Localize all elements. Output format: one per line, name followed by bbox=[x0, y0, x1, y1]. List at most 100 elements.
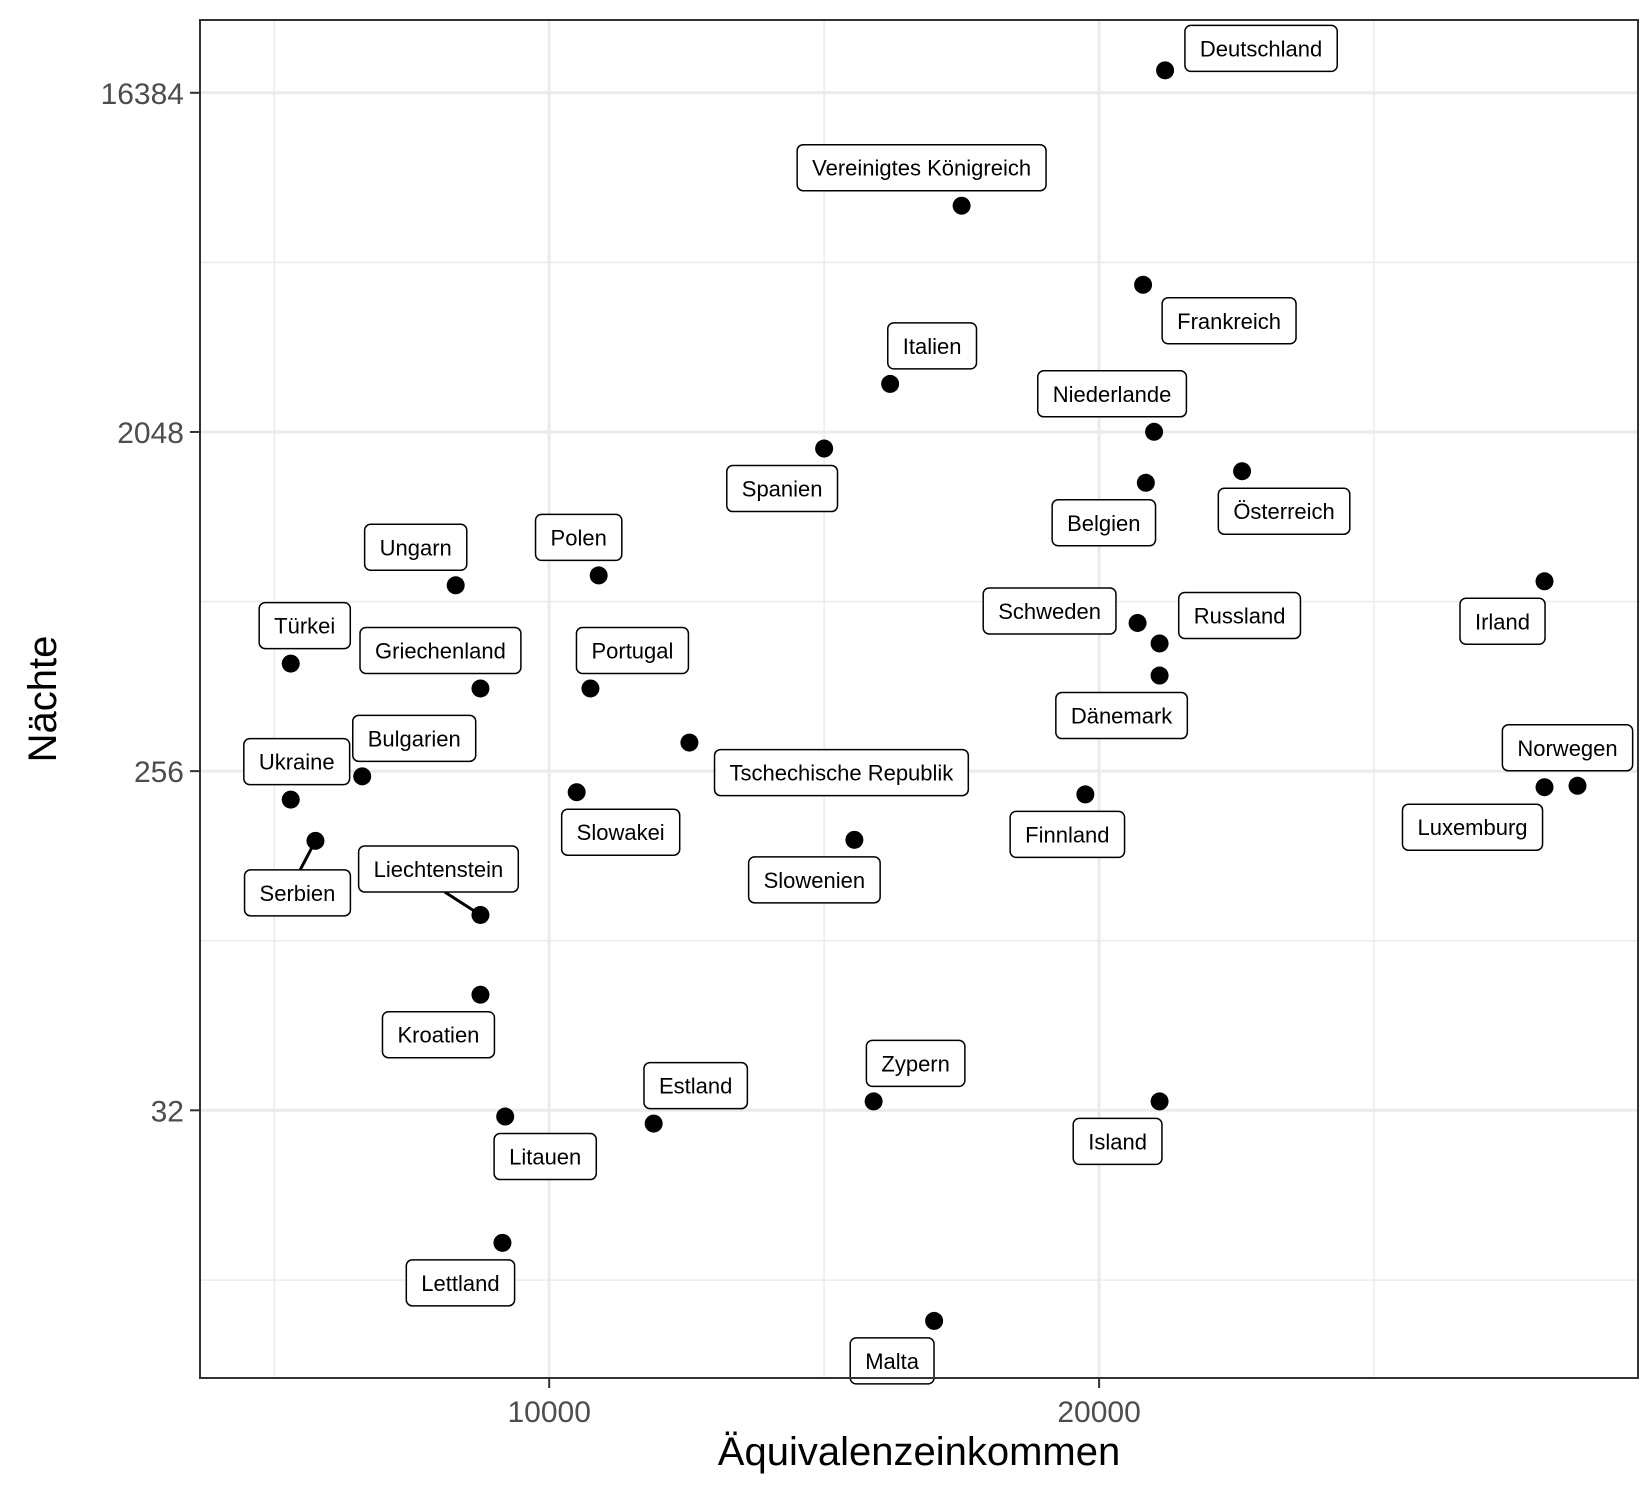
point-island bbox=[1150, 1092, 1169, 1111]
label-schweden: Schweden bbox=[982, 587, 1117, 635]
label-box-schweden bbox=[982, 587, 1117, 635]
label-box-ukraine bbox=[243, 737, 351, 786]
x-tick-label: 20000 bbox=[1057, 1396, 1140, 1429]
label-box-liechtenstein bbox=[357, 845, 520, 893]
label-finnland: Finnland bbox=[1009, 810, 1126, 859]
label-box-frankreich bbox=[1161, 297, 1297, 345]
point-daenemark bbox=[1150, 666, 1169, 685]
label-text-zypern: Zypern bbox=[881, 1051, 949, 1076]
point-kroatien bbox=[471, 985, 490, 1004]
point-russland bbox=[1150, 634, 1169, 653]
label-estland: Estland bbox=[643, 1061, 749, 1110]
label-niederlande: Niederlande bbox=[1037, 370, 1188, 418]
point-ukraine bbox=[281, 790, 300, 809]
label-text-portugal: Portugal bbox=[591, 638, 673, 663]
label-text-malta: Malta bbox=[865, 1349, 920, 1374]
label-box-oesterreich bbox=[1217, 487, 1351, 535]
point-spanien bbox=[815, 439, 834, 458]
point-deutschland bbox=[1156, 61, 1175, 80]
label-liechtenstein: Liechtenstein bbox=[357, 845, 520, 893]
label-text-niederlande: Niederlande bbox=[1053, 382, 1172, 407]
label-text-liechtenstein: Liechtenstein bbox=[374, 857, 504, 882]
label-text-russland: Russland bbox=[1194, 603, 1286, 628]
label-ungarn: Ungarn bbox=[363, 523, 468, 572]
point-frankreich bbox=[1134, 275, 1153, 294]
label-box-niederlande bbox=[1037, 370, 1188, 418]
label-text-ukraine: Ukraine bbox=[259, 750, 335, 775]
label-zypern: Zypern bbox=[865, 1039, 966, 1088]
point-vereinigtes-koenigreich bbox=[952, 196, 971, 215]
x-axis: 10000 20000 bbox=[507, 1378, 1141, 1429]
label-text-slowakei: Slowakei bbox=[577, 820, 665, 845]
point-niederlande bbox=[1145, 422, 1164, 441]
label-tuerkei: Türkei bbox=[258, 601, 352, 650]
label-text-schweden: Schweden bbox=[998, 599, 1101, 624]
label-box-tschechische-republik bbox=[713, 748, 970, 797]
label-box-malta bbox=[849, 1337, 935, 1385]
label-text-estland: Estland bbox=[659, 1074, 732, 1099]
point-serbien bbox=[306, 831, 325, 850]
point-slowakei bbox=[567, 783, 586, 802]
label-box-bulgarien bbox=[351, 714, 477, 763]
label-island: Island bbox=[1072, 1117, 1163, 1166]
label-text-tuerkei: Türkei bbox=[274, 614, 335, 639]
label-polen: Polen bbox=[534, 513, 623, 562]
point-irland bbox=[1535, 572, 1554, 591]
label-box-deutschland bbox=[1184, 24, 1338, 73]
point-oesterreich bbox=[1233, 462, 1252, 481]
point-lettland bbox=[493, 1233, 512, 1252]
x-axis-title: Äquivalenzeinkommen bbox=[718, 1430, 1120, 1474]
data-points bbox=[281, 61, 1587, 1330]
label-box-portugal bbox=[575, 626, 690, 675]
label-frankreich: Frankreich bbox=[1161, 297, 1297, 345]
label-box-spanien bbox=[726, 464, 839, 513]
point-ungarn bbox=[446, 576, 465, 595]
label-box-litauen bbox=[493, 1132, 598, 1181]
label-text-griechenland: Griechenland bbox=[375, 638, 506, 663]
y-axis-title: Nächte bbox=[21, 636, 65, 763]
label-litauen: Litauen bbox=[493, 1132, 598, 1181]
label-irland: Irland bbox=[1459, 597, 1546, 646]
label-text-spanien: Spanien bbox=[742, 477, 823, 502]
label-text-belgien: Belgien bbox=[1067, 511, 1140, 536]
label-belgien: Belgien bbox=[1051, 499, 1157, 547]
label-text-daenemark: Dänemark bbox=[1071, 704, 1173, 729]
y-tick-label: 2048 bbox=[117, 417, 184, 450]
label-spanien: Spanien bbox=[726, 464, 839, 513]
point-liechtenstein bbox=[471, 905, 490, 924]
label-malta: Malta bbox=[849, 1337, 935, 1385]
x-tick-label: 10000 bbox=[507, 1396, 590, 1429]
label-box-polen bbox=[534, 513, 623, 562]
label-box-zypern bbox=[865, 1039, 966, 1088]
label-ukraine: Ukraine bbox=[243, 737, 351, 786]
label-box-slowenien bbox=[747, 856, 881, 904]
label-text-slowenien: Slowenien bbox=[764, 868, 866, 893]
label-box-daenemark bbox=[1055, 691, 1189, 740]
label-text-tschechische-republik: Tschechische Republik bbox=[730, 761, 955, 786]
label-russland: Russland bbox=[1177, 591, 1302, 640]
label-box-vereinigtes-koenigreich bbox=[796, 143, 1047, 192]
label-text-norwegen: Norwegen bbox=[1517, 736, 1617, 761]
point-portugal bbox=[581, 679, 600, 698]
label-norwegen: Norwegen bbox=[1501, 724, 1634, 772]
point-griechenland bbox=[471, 679, 490, 698]
point-polen bbox=[589, 566, 608, 585]
label-box-italien bbox=[887, 322, 978, 370]
label-box-ungarn bbox=[363, 523, 468, 572]
label-portugal: Portugal bbox=[575, 626, 690, 675]
label-text-deutschland: Deutschland bbox=[1200, 36, 1322, 61]
label-text-ungarn: Ungarn bbox=[380, 535, 452, 560]
label-griechenland: Griechenland bbox=[359, 626, 522, 675]
panel-border bbox=[199, 19, 1639, 1379]
label-text-finnland: Finnland bbox=[1025, 822, 1109, 847]
label-tschechische-republik: Tschechische Republik bbox=[713, 748, 970, 797]
label-italien: Italien bbox=[887, 322, 978, 370]
label-text-oesterreich: Österreich bbox=[1233, 499, 1334, 524]
label-box-russland bbox=[1177, 591, 1302, 640]
label-text-litauen: Litauen bbox=[509, 1145, 581, 1170]
point-italien bbox=[881, 374, 900, 393]
label-box-lettland bbox=[405, 1259, 516, 1307]
label-text-kroatien: Kroatien bbox=[397, 1023, 479, 1048]
label-box-island bbox=[1072, 1117, 1163, 1166]
point-tuerkei bbox=[281, 654, 300, 673]
